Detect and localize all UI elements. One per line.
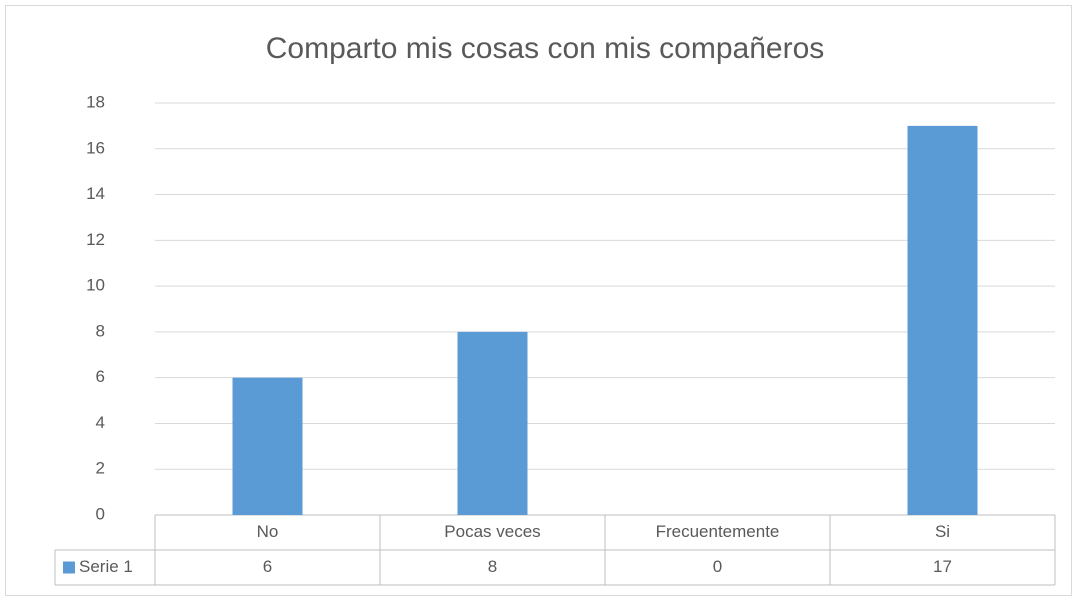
table-value: 8: [488, 557, 497, 576]
y-tick-label: 4: [96, 413, 105, 432]
y-tick-label: 6: [96, 367, 105, 386]
table-value: 0: [713, 557, 722, 576]
y-tick-label: 12: [86, 230, 105, 249]
table-value: 6: [263, 557, 272, 576]
x-tick-label: Si: [935, 522, 950, 541]
y-tick-label: 10: [86, 276, 105, 295]
x-tick-label: Pocas veces: [444, 522, 540, 541]
chart-border: [5, 5, 1072, 596]
y-tick-label: 18: [86, 92, 105, 111]
bar: [457, 331, 528, 515]
y-tick-label: 0: [96, 504, 105, 523]
y-tick-label: 16: [86, 138, 105, 157]
table-value: 17: [933, 557, 952, 576]
y-tick-label: 14: [86, 184, 105, 203]
bar: [907, 125, 978, 515]
legend-swatch: [63, 561, 75, 574]
x-tick-label: No: [257, 522, 279, 541]
y-tick-label: 2: [96, 459, 105, 478]
x-tick-label: Frecuentemente: [656, 522, 780, 541]
legend-label: Serie 1: [79, 557, 133, 576]
bar: [232, 377, 303, 515]
y-tick-label: 8: [96, 321, 105, 340]
chart-title: Comparto mis cosas con mis compañeros: [266, 32, 825, 65]
